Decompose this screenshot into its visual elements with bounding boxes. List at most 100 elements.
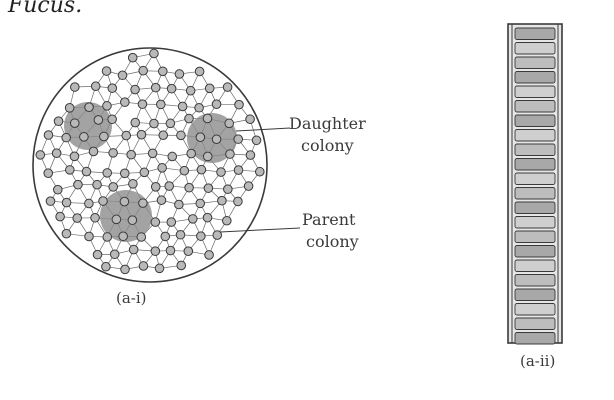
cell [99,131,109,142]
cell [150,246,161,256]
cell [69,118,80,128]
filament-cell [514,317,556,330]
filament-cell [514,129,556,142]
cell [166,217,177,227]
cell [138,261,149,271]
parent-colony-label-line2: colony [306,232,359,251]
page-heading: Fucus. [8,0,83,18]
cell [84,102,94,112]
cell [179,165,190,176]
cell [177,101,188,112]
cell [195,132,206,142]
parent-colony-label-line1: Parent [302,210,356,229]
cell [101,66,112,76]
filament-cell [514,56,556,69]
cell [164,181,175,191]
cell [245,114,255,125]
cell [176,260,187,271]
cell [51,148,62,158]
filament-cell [514,114,556,127]
cell [174,199,184,210]
cell [216,167,226,177]
cell [128,244,139,255]
cell [127,215,138,225]
cell [154,263,165,274]
cell [136,129,147,140]
cell [130,84,140,95]
cell [61,197,72,208]
cell [165,245,176,256]
cell [233,134,244,144]
cell [108,182,119,192]
cell [119,196,130,207]
cell [188,214,198,224]
cell [223,184,233,194]
cell [202,113,213,124]
cell [53,184,63,195]
filament-cell [514,230,556,243]
cell [225,149,235,159]
cell [196,164,207,175]
cell [84,198,94,209]
cell [65,165,75,175]
cell [195,198,206,209]
cell [118,231,128,242]
colony-cells [35,48,265,275]
cell [234,99,244,110]
filament-cell [514,332,556,345]
cell [165,118,176,129]
cell [212,230,223,240]
caption-volvox: (a-i) [116,289,147,307]
daughter-colony-label-line1: Daughter [289,114,366,133]
cell [224,118,235,129]
cell [102,232,113,242]
cell [111,214,122,225]
cell [73,179,83,190]
cell [43,168,54,178]
filament-cell [514,71,556,84]
cell [149,118,159,129]
cell [160,231,171,242]
cell [217,195,227,206]
cell [90,212,100,223]
cell [150,182,161,192]
cell [35,150,46,160]
filament-cell [514,245,556,258]
cell [126,149,136,160]
cell [202,151,213,162]
cell [184,182,194,193]
cell [166,83,177,94]
cell [174,69,185,79]
cell [251,135,262,146]
cell [150,82,161,93]
cell [243,181,254,191]
cell [139,167,150,178]
filament-cell [514,187,556,200]
cell [61,132,71,143]
cell [130,117,141,128]
cell [222,215,232,226]
cell [137,99,148,109]
filament-cell [514,201,556,214]
filament-cell [514,42,556,55]
cell [70,82,80,92]
filament-cell [514,303,556,316]
cell [194,102,204,113]
cell [120,97,130,107]
cell [107,114,117,125]
cell [88,146,99,157]
cell [79,132,89,142]
cell [72,213,83,223]
cell [84,231,94,242]
cell [138,198,148,208]
cell [81,166,92,177]
filament-cell [514,158,556,171]
cell [43,130,54,140]
caption-filament: (a-ii) [520,352,556,370]
cell [150,217,161,227]
cell [203,183,214,193]
cell [55,211,65,222]
cell [136,232,147,242]
